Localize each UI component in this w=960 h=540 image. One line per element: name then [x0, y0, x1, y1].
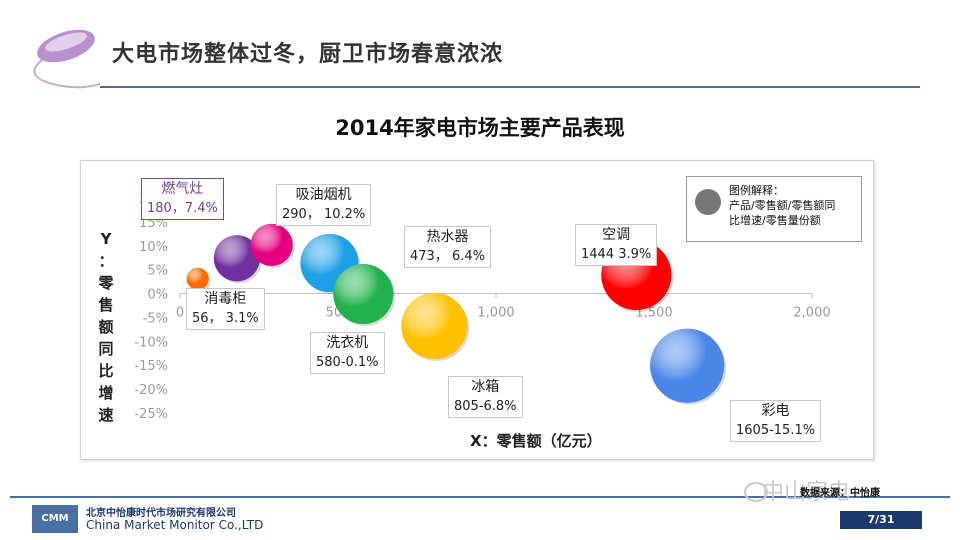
- chart-title: 2014年家电市场主要产品表现: [335, 116, 625, 140]
- bubble-label-name: 吸油烟机: [295, 187, 352, 203]
- legend-line-2: 比增速/零售量份额: [729, 214, 821, 227]
- bubble-label-value: 1605-15.1%: [736, 423, 816, 438]
- y-axis-label-char: 额: [98, 318, 114, 336]
- y-axis-label-char: 速: [98, 406, 114, 424]
- y-tick-label: 10%: [139, 240, 168, 255]
- data-source: 数据来源：中怡康: [800, 488, 880, 499]
- company-name-cn: 北京中怡康时代市场研究有限公司: [86, 508, 236, 519]
- bubble-label-name: 彩电: [761, 403, 790, 419]
- y-tick-label: -15%: [134, 359, 168, 374]
- bubble-highlight: [650, 328, 725, 403]
- bubble-label-name: 消毒柜: [204, 291, 247, 307]
- slide-title: 大电市场整体过冬，厨卫市场春意浓浓: [112, 42, 504, 67]
- x-tick-label: 2,000: [793, 306, 830, 321]
- company-logo: CMM: [32, 505, 78, 533]
- y-tick-label: -25%: [134, 407, 168, 422]
- bubble-label-name: 空调: [602, 227, 631, 243]
- y-axis-label-char: 同: [98, 340, 114, 358]
- bubble-highlight: [250, 223, 293, 266]
- legend-bubble-icon: [695, 189, 721, 215]
- legend-line-1: 产品/零售额/零售额同: [729, 199, 836, 212]
- y-axis-label-char: 零: [98, 274, 114, 292]
- bubble-label-value: 180，7.4%: [147, 201, 218, 216]
- bubble-label-name: 冰箱: [471, 379, 500, 395]
- bubble-label-name: 热水器: [426, 229, 469, 245]
- legend-text: 图例解释： 产品/零售额/零售额同 比增速/零售量份额: [729, 183, 835, 228]
- bubble-label-value: 1444 3.9%: [581, 247, 652, 262]
- company-name-en: China Market Monitor Co.,LTD: [86, 518, 264, 532]
- bubble-label-name: 洗衣机: [326, 335, 369, 351]
- bubble-highlight: [186, 267, 209, 290]
- footer-divider: [10, 496, 950, 498]
- bubble-label-冰箱: 冰箱 805-6.8%: [448, 376, 523, 418]
- title-divider: [100, 86, 920, 88]
- bubble-label-value: 805-6.8%: [454, 399, 517, 414]
- bubble-label-吸油烟机: 吸油烟机 290， 10.2%: [276, 184, 372, 226]
- y-tick-label: -10%: [134, 335, 168, 350]
- x-axis-label: X：零售额（亿元）: [470, 432, 602, 450]
- chart-legend: 图例解释： 产品/零售额/零售额同 比增速/零售量份额: [686, 176, 862, 242]
- bubble-label-消毒柜: 消毒柜 56， 3.1%: [186, 288, 265, 330]
- bubble-label-value: 56， 3.1%: [192, 311, 259, 326]
- bubble-label-彩电: 彩电 1605-15.1%: [730, 400, 822, 442]
- bubble-label-燃气灶: 燃气灶 180，7.4%: [141, 178, 224, 220]
- legend-title: 图例解释：: [729, 184, 784, 197]
- y-tick-label: -5%: [143, 311, 168, 326]
- page-number: 7/31: [840, 511, 922, 529]
- bubble-label-热水器: 热水器 473， 6.4%: [404, 226, 491, 268]
- y-tick-label: 0%: [147, 288, 168, 303]
- bubble-highlight: [213, 235, 260, 282]
- y-tick-label: 5%: [147, 264, 168, 279]
- y-axis-label-char: 售: [98, 296, 114, 314]
- bubble-label-value: 290， 10.2%: [282, 207, 366, 222]
- y-axis-label-char: 增: [98, 384, 114, 402]
- x-tick-label: 1,000: [477, 306, 514, 321]
- wechat-watermark: 中山家电: [762, 480, 851, 505]
- bubble-highlight: [333, 264, 394, 325]
- x-tick-label: 0: [176, 306, 184, 321]
- bubble-label-空调: 空调 1444 3.9%: [575, 224, 658, 266]
- y-axis-label-char: 比: [98, 362, 114, 380]
- bubble-label-value: 580-0.1%: [316, 355, 379, 370]
- bubble-highlight: [401, 293, 468, 360]
- wechat-icon: [744, 482, 768, 502]
- bubble-label-value: 473， 6.4%: [410, 249, 485, 264]
- bubble-label-name: 燃气灶: [161, 181, 204, 197]
- y-axis-label: Y ： 零售额同比增速: [96, 228, 116, 426]
- y-axis-label-char: Y: [100, 230, 112, 248]
- y-axis-label-char: ：: [98, 252, 114, 270]
- mouse-icon: [33, 29, 101, 89]
- bubble-label-洗衣机: 洗衣机 580-0.1%: [310, 332, 385, 374]
- y-tick-label: -20%: [134, 383, 168, 398]
- x-tick-label: 1,500: [635, 306, 672, 321]
